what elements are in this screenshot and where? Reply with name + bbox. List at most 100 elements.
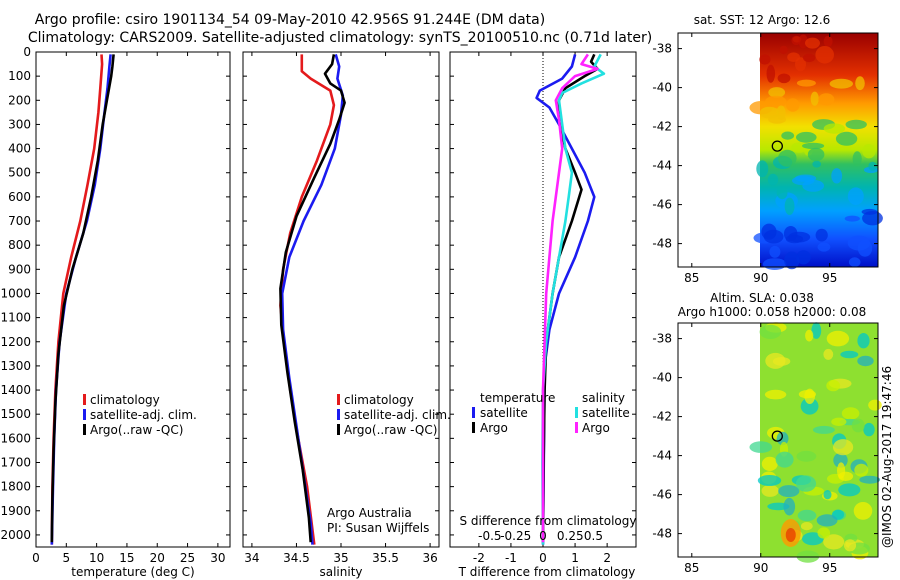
legend-label-climatology: climatology <box>344 393 414 407</box>
map-y-tick-label: -40 <box>652 371 672 385</box>
legend-swatch-argo <box>337 424 340 435</box>
x-tick-label: 35.5 <box>372 551 399 565</box>
map-texture-patch <box>841 407 860 420</box>
map-texture-patch <box>857 355 874 367</box>
map-x-tick-label: 85 <box>684 271 699 285</box>
legend-label-argo: Argo(..raw -QC) <box>344 423 437 437</box>
map-texture-patch <box>756 160 769 178</box>
x-tick-label: 0 <box>539 551 547 565</box>
map-texture-patch <box>852 151 862 167</box>
y-tick-label: 1700 <box>0 455 31 469</box>
map-texture-patch <box>845 119 867 130</box>
map-texture-patch <box>811 322 822 339</box>
series-line-argo-raw-qc- <box>279 54 346 543</box>
legend-title-temperature: temperature <box>480 391 555 405</box>
map-texture-patch <box>840 350 859 359</box>
temperature-xlabel: temperature (deg C) <box>71 565 194 579</box>
map-y-tick-label: -42 <box>652 410 672 424</box>
y-tick-label: 2000 <box>0 528 31 542</box>
y-tick-label: 100 <box>8 69 31 83</box>
x-tick-label: 34.5 <box>283 551 310 565</box>
map-texture-patch <box>862 211 883 226</box>
x-tick-label: -2 <box>473 551 485 565</box>
x-tick-label: 2 <box>603 551 611 565</box>
salinity-axes-box <box>242 51 440 548</box>
temperature-axes-box <box>35 51 231 548</box>
x-tick-label: 30 <box>210 551 225 565</box>
map-texture-patch <box>857 333 870 349</box>
map-texture-patch <box>823 534 845 550</box>
map-texture-patch <box>823 35 833 48</box>
map-texture-patch <box>800 397 819 415</box>
salinity-xlabel: salinity <box>319 565 362 579</box>
figure-title-line2: Climatology: CARS2009. Satellite-adjuste… <box>28 30 652 46</box>
s-tick-label: 0.5 <box>584 529 603 543</box>
s-tick-label: -0.25 <box>500 529 531 543</box>
map-texture-patch <box>766 64 776 83</box>
legend-swatch-t-argo <box>472 422 475 433</box>
s-tick-label: -0.5 <box>478 529 501 543</box>
map-texture-patch <box>759 106 779 119</box>
map-texture-patch <box>826 330 850 347</box>
map-texture-patch <box>847 187 864 205</box>
legend-swatch-argo <box>83 424 86 435</box>
map-texture-patch <box>765 95 787 108</box>
map-texture-patch <box>778 149 797 167</box>
y-tick-label: 300 <box>8 117 31 131</box>
argo-float-marker <box>771 430 783 442</box>
legend-label-s-satellite: satellite <box>582 406 630 420</box>
map-texture-patch <box>853 502 873 520</box>
pi-text: PI: Susan Wijffels <box>327 521 429 535</box>
legend-label-argo: Argo(..raw -QC) <box>90 423 183 437</box>
map-x-tick-label: 95 <box>822 561 837 575</box>
map-texture-patch <box>759 54 771 65</box>
map-texture-patch <box>812 425 835 434</box>
s-tick-label: 0.25 <box>557 529 584 543</box>
y-tick-label: 1000 <box>0 286 31 300</box>
y-tick-label: 1800 <box>0 480 31 494</box>
map-texture-patch <box>826 379 841 392</box>
x-tick-label: 25 <box>180 551 195 565</box>
map-texture-patch <box>805 329 814 342</box>
map-texture-patch <box>802 142 825 150</box>
difference-xlabel: T difference from climatology <box>458 565 636 579</box>
map-texture-patch <box>798 390 817 399</box>
sla-map-frame <box>677 322 879 558</box>
series-line-climatology <box>50 54 104 545</box>
map-x-tick-label: 90 <box>753 561 768 575</box>
map-texture-patch <box>796 250 811 265</box>
series-line-t-satellite <box>535 54 596 545</box>
y-tick-label: 1900 <box>0 504 31 518</box>
map-texture-patch <box>810 91 819 106</box>
map-x-tick-label: 90 <box>753 271 768 285</box>
map-texture-patch <box>807 147 825 162</box>
map-texture-patch <box>844 215 860 222</box>
y-tick-label: 1300 <box>0 359 31 373</box>
legend-label-t-satellite: satellite <box>480 406 528 420</box>
map-y-tick-label: -48 <box>652 237 672 251</box>
map-texture-patch <box>829 78 853 89</box>
map-texture-patch <box>815 228 828 242</box>
temperature-panel: 0100200300400500600700800900100011001200… <box>0 45 231 579</box>
map-texture-patch <box>776 105 786 120</box>
map-texture-patch <box>803 53 816 63</box>
y-tick-label: 1600 <box>0 431 31 445</box>
x-tick-label: 34 <box>244 551 259 565</box>
map-texture-patch <box>854 463 869 477</box>
map-texture-patch <box>784 197 795 215</box>
map-texture-patch <box>795 475 817 492</box>
y-tick-label: 1100 <box>0 311 31 325</box>
x-tick-label: 0 <box>32 551 40 565</box>
x-tick-label: -1 <box>505 551 517 565</box>
map-texture-patch <box>769 245 781 258</box>
map-texture-patch <box>767 173 779 186</box>
difference-legend: temperature salinity satellite Argo sate… <box>472 391 630 435</box>
map-texture-patch <box>823 348 834 360</box>
legend-title-salinity: salinity <box>582 391 625 405</box>
legend-label-satellite-adj: satellite-adj. clim. <box>344 408 451 422</box>
series-line-s-satellite <box>541 53 606 545</box>
map-texture-patch <box>762 258 787 270</box>
x-tick-label: 10 <box>89 551 104 565</box>
y-tick-label: 400 <box>8 142 31 156</box>
